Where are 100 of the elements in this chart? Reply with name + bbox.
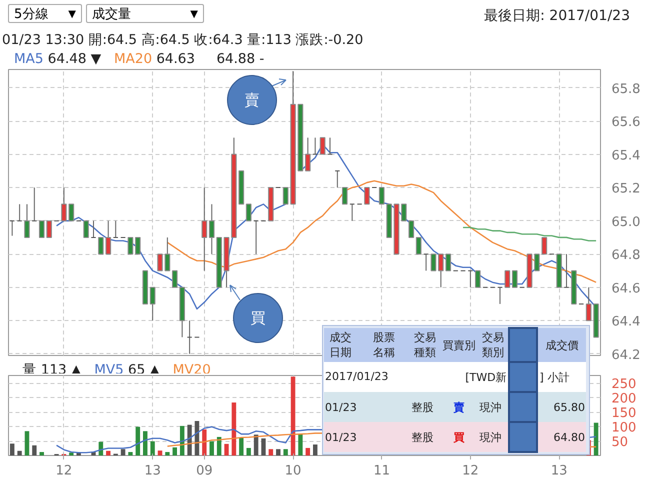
bar bbox=[172, 447, 178, 456]
annotation: 現沖 bbox=[478, 430, 503, 446]
bar bbox=[232, 402, 236, 456]
line-series bbox=[462, 226, 597, 242]
bar bbox=[69, 452, 74, 456]
candlestick bbox=[423, 254, 429, 272]
bar bbox=[313, 444, 318, 456]
y-tick-label: 65.4 bbox=[612, 148, 640, 164]
y-tick-label: 250 bbox=[612, 377, 636, 392]
annotation: 股票名稱 bbox=[357, 328, 411, 362]
y-tick-label: 65.8 bbox=[612, 82, 640, 97]
candlestick bbox=[16, 204, 22, 222]
annotation: 買賣別 bbox=[440, 328, 479, 362]
bar bbox=[268, 449, 274, 456]
chart-title: 最後日期: 2017/01/23 bbox=[484, 7, 630, 26]
candlestick bbox=[342, 187, 348, 205]
text: 64.48 ▼ bbox=[48, 51, 102, 67]
candlestick bbox=[497, 286, 503, 304]
candlestick bbox=[468, 270, 474, 288]
bar bbox=[261, 438, 266, 456]
x-tick-label: 11 bbox=[373, 464, 390, 478]
candlestick bbox=[253, 220, 259, 255]
annotation: 64.80 bbox=[552, 430, 586, 446]
annotation: 交易種類 bbox=[410, 328, 440, 362]
annotation: 現沖 bbox=[478, 400, 503, 416]
annotation: 成交價 bbox=[537, 328, 586, 362]
y-tick-label: 100 bbox=[612, 420, 636, 436]
x-tick-label: 12 bbox=[56, 464, 72, 478]
candlestick bbox=[208, 204, 215, 255]
y-tick-label: 64.4 bbox=[612, 314, 640, 330]
bar bbox=[283, 449, 288, 456]
x-tick-label: 13 bbox=[144, 464, 161, 478]
annotation: [TWD新 bbox=[465, 370, 507, 384]
text: ▼ bbox=[190, 8, 198, 22]
bar bbox=[194, 421, 200, 456]
annotation: 成交日期 bbox=[324, 328, 357, 362]
bar bbox=[210, 441, 214, 456]
candlestick bbox=[9, 220, 15, 236]
x-tick-label: 13 bbox=[550, 464, 568, 478]
bar bbox=[290, 376, 296, 456]
annotation: 賣 bbox=[452, 400, 466, 416]
bar bbox=[216, 436, 222, 456]
candlestick bbox=[512, 270, 518, 288]
y-tick-label: 50 bbox=[612, 435, 628, 450]
annotation: 2017/01/23 bbox=[325, 370, 388, 382]
bar bbox=[10, 444, 14, 456]
candlestick bbox=[105, 220, 112, 255]
bar bbox=[17, 450, 22, 456]
annotation: 交易類別 bbox=[478, 328, 509, 362]
bar bbox=[128, 452, 133, 456]
candlestick bbox=[312, 137, 318, 155]
candlestick bbox=[349, 204, 355, 222]
candlestick bbox=[445, 254, 452, 272]
bar bbox=[239, 438, 244, 456]
candlestick bbox=[32, 187, 38, 222]
bar bbox=[246, 448, 251, 456]
annotation: ] 小計 bbox=[538, 370, 570, 386]
candlestick bbox=[564, 254, 570, 288]
y-tick-label: 150 bbox=[612, 406, 636, 422]
candlestick bbox=[586, 286, 592, 322]
annotation: 整股 bbox=[410, 430, 435, 446]
bar bbox=[98, 442, 104, 456]
candlestick bbox=[504, 270, 510, 288]
bar bbox=[106, 450, 110, 456]
bar bbox=[187, 424, 192, 456]
chart-subtitle: 01/23 13:30 開:64.5 高:64.5 收:64.3 量:113 漲跌:-0.20 bbox=[2, 31, 364, 50]
bar bbox=[158, 450, 162, 456]
candlestick bbox=[320, 137, 326, 155]
candlestick bbox=[90, 220, 96, 238]
candlestick bbox=[68, 204, 74, 222]
x-tick-label: 12 bbox=[462, 464, 479, 478]
annotation: 整股 bbox=[410, 400, 435, 416]
candlestick bbox=[24, 204, 30, 238]
bar bbox=[594, 422, 598, 456]
y-tick-label: 65.6 bbox=[612, 115, 640, 130]
bar bbox=[276, 449, 280, 456]
bar bbox=[143, 431, 148, 456]
annotation: 01/23 bbox=[324, 400, 357, 416]
candlestick bbox=[282, 187, 288, 205]
line-series bbox=[166, 180, 597, 283]
bar bbox=[136, 426, 140, 456]
y-tick-label: 64.8 bbox=[612, 248, 640, 264]
y-tick-label: 65.0 bbox=[612, 214, 640, 230]
candlestick bbox=[98, 236, 104, 255]
x-tick-label: 10 bbox=[284, 464, 302, 478]
text: 64.88 - bbox=[216, 51, 264, 67]
candlestick bbox=[112, 220, 118, 238]
text: ▼ bbox=[68, 8, 76, 22]
text: 5分線 bbox=[14, 6, 48, 24]
candlestick bbox=[135, 236, 141, 255]
text: MA20 bbox=[114, 51, 152, 67]
annotation: 65.80 bbox=[552, 400, 586, 416]
annotation: 01/23 bbox=[324, 430, 357, 446]
candlestick bbox=[327, 137, 333, 155]
x-tick-label: 09 bbox=[196, 464, 213, 478]
bar bbox=[298, 434, 303, 456]
bar bbox=[165, 452, 170, 456]
bar bbox=[40, 452, 44, 456]
candlestick bbox=[83, 220, 89, 238]
candlestick bbox=[416, 236, 422, 255]
